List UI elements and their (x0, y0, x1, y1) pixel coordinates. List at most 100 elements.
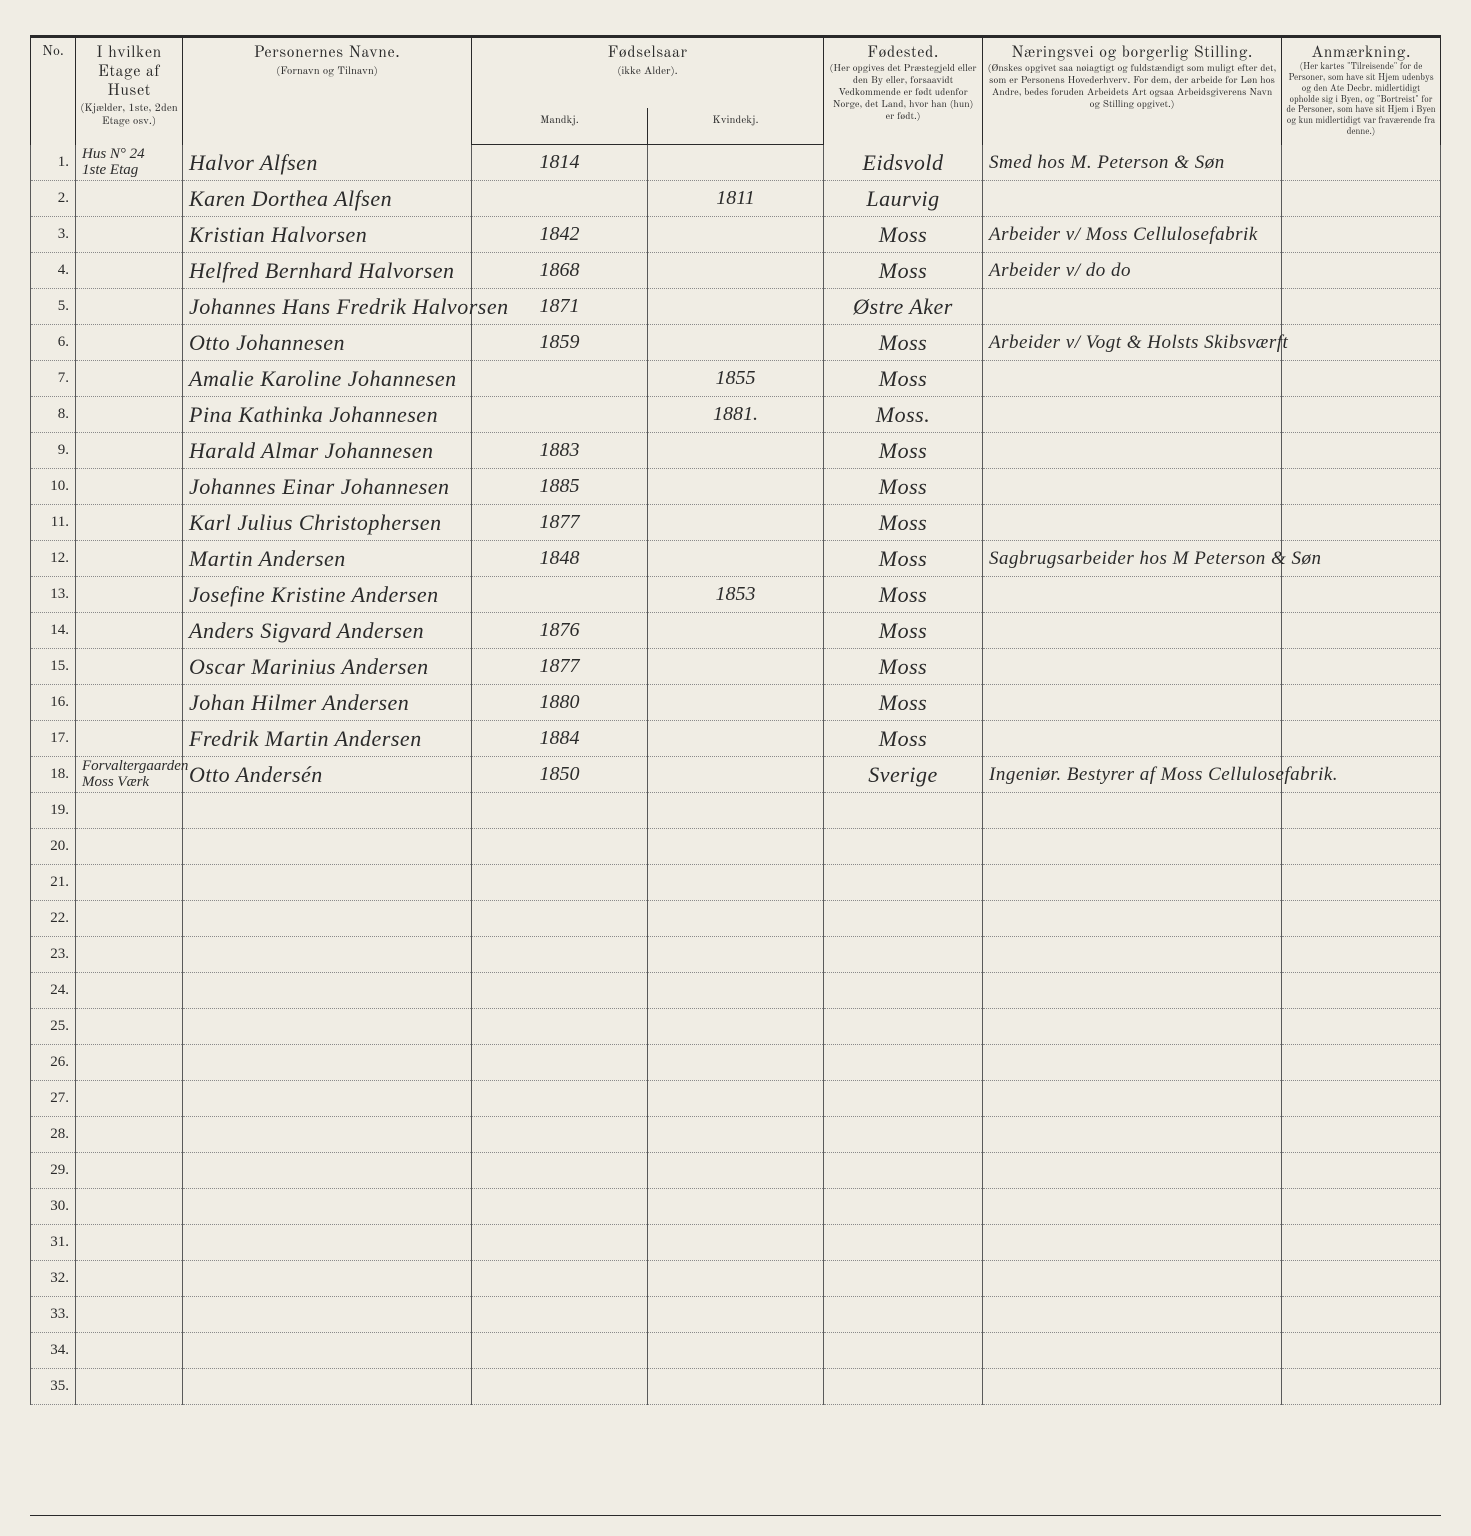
table-body: 1.Hus N° 241ste EtagHalvor Alfsen1814Eid… (31, 145, 1441, 1405)
row-number: 27. (31, 1081, 76, 1117)
cell-year-female (648, 289, 824, 325)
cell-birthplace (824, 1009, 983, 1045)
cell-occupation: Arbeider v/ Vogt & Holsts Skibsværft (983, 325, 1282, 361)
birthplace-text: Moss (879, 582, 927, 607)
cell-occupation (983, 469, 1282, 505)
table-row: 4.Helfred Bernhard Halvorsen1868MossArbe… (31, 253, 1441, 289)
table-frame: No. I hvilken Etage af Huset (Kjælder, 1… (30, 35, 1441, 1516)
table-row: 23. (31, 937, 1441, 973)
cell-name (183, 1117, 472, 1153)
cell-occupation (983, 901, 1282, 937)
birthplace-text: Moss (879, 258, 927, 283)
row-number: 22. (31, 901, 76, 937)
cell-remark (1282, 1369, 1441, 1405)
cell-occupation (983, 289, 1282, 325)
person-name: Fredrik Martin Andersen (189, 726, 422, 751)
cell-year-male (472, 1153, 648, 1189)
cell-name (183, 1189, 472, 1225)
cell-birthplace (824, 1045, 983, 1081)
cell-remark (1282, 1333, 1441, 1369)
cell-birthplace: Moss (824, 577, 983, 613)
cell-year-male (472, 181, 648, 217)
row-number: 3. (31, 217, 76, 253)
cell-occupation (983, 613, 1282, 649)
etage-text: ForvaltergaardenMoss Værk (82, 759, 176, 791)
birthplace-text: Moss (879, 726, 927, 751)
cell-year-male (472, 829, 648, 865)
row-number: 6. (31, 325, 76, 361)
occupation-text: Ingeniør. Bestyrer af Moss Cellulosefabr… (989, 764, 1338, 785)
table-row: 14.Anders Sigvard Andersen1876Moss (31, 613, 1441, 649)
cell-name: Martin Andersen (183, 541, 472, 577)
cell-etage (76, 613, 183, 649)
cell-birthplace: Moss (824, 541, 983, 577)
table-row: 25. (31, 1009, 1441, 1045)
cell-etage (76, 505, 183, 541)
cell-year-male (472, 1225, 648, 1261)
cell-year-female (648, 649, 824, 685)
birthplace-text: Moss (879, 654, 927, 679)
census-page: No. I hvilken Etage af Huset (Kjælder, 1… (0, 0, 1471, 1536)
table-row: 15.Oscar Marinius Andersen1877Moss (31, 649, 1441, 685)
row-number: 10. (31, 469, 76, 505)
cell-remark (1282, 145, 1441, 181)
occupation-sub: (Ønskes opgivet saa nøiagtigt og fuldstæ… (988, 64, 1277, 110)
cell-year-male (472, 901, 648, 937)
person-name: Johannes Einar Johannesen (189, 474, 450, 499)
cell-name (183, 937, 472, 973)
cell-birthplace (824, 829, 983, 865)
cell-remark (1282, 901, 1441, 937)
cell-name: Kristian Halvorsen (183, 217, 472, 253)
cell-year-male: 1883 (472, 433, 648, 469)
cell-name: Anders Sigvard Andersen (183, 613, 472, 649)
table-row: 18.ForvaltergaardenMoss VærkOtto Andersé… (31, 757, 1441, 793)
cell-year-female (648, 973, 824, 1009)
cell-etage (76, 793, 183, 829)
cell-etage (76, 253, 183, 289)
cell-year-male: 1850 (472, 757, 648, 793)
cell-birthplace (824, 1153, 983, 1189)
cell-remark (1282, 1153, 1441, 1189)
cell-occupation (983, 1225, 1282, 1261)
cell-birthplace (824, 1333, 983, 1369)
col-birthplace: Fødested. (Her opgives det Præstegjeld e… (824, 38, 983, 145)
cell-year-male (472, 1261, 648, 1297)
cell-year-female (648, 505, 824, 541)
cell-etage (76, 541, 183, 577)
person-name: Josefine Kristine Andersen (189, 582, 439, 607)
cell-remark (1282, 1225, 1441, 1261)
cell-year-female: 1881. (648, 397, 824, 433)
census-table: No. I hvilken Etage af Huset (Kjælder, 1… (30, 38, 1441, 1405)
cell-year-female (648, 1081, 824, 1117)
row-number: 14. (31, 613, 76, 649)
name-sub: (Fornavn og Tilnavn) (276, 66, 378, 77)
table-row: 20. (31, 829, 1441, 865)
cell-year-female (648, 217, 824, 253)
cell-etage (76, 1261, 183, 1297)
cell-year-female (648, 1225, 824, 1261)
cell-etage (76, 1153, 183, 1189)
birthyear-sub: (ikke Alder). (617, 66, 677, 77)
row-number: 31. (31, 1225, 76, 1261)
col-etage: I hvilken Etage af Huset (Kjælder, 1ste,… (76, 38, 183, 145)
person-name: Oscar Marinius Andersen (189, 654, 429, 679)
table-row: 12.Martin Andersen1848MossSagbrugsarbeid… (31, 541, 1441, 577)
cell-remark (1282, 1297, 1441, 1333)
cell-name (183, 1369, 472, 1405)
cell-occupation (983, 1081, 1282, 1117)
cell-year-male (472, 793, 648, 829)
table-row: 2.Karen Dorthea Alfsen1811Laurvig (31, 181, 1441, 217)
cell-occupation (983, 793, 1282, 829)
table-row: 19. (31, 793, 1441, 829)
cell-year-female (648, 1189, 824, 1225)
cell-etage (76, 721, 183, 757)
cell-year-female (648, 325, 824, 361)
cell-occupation (983, 577, 1282, 613)
cell-year-male: 1877 (472, 505, 648, 541)
row-number: 23. (31, 937, 76, 973)
cell-etage (76, 1333, 183, 1369)
cell-birthplace: Moss (824, 253, 983, 289)
cell-etage (76, 361, 183, 397)
row-number: 1. (31, 145, 76, 181)
cell-occupation (983, 433, 1282, 469)
